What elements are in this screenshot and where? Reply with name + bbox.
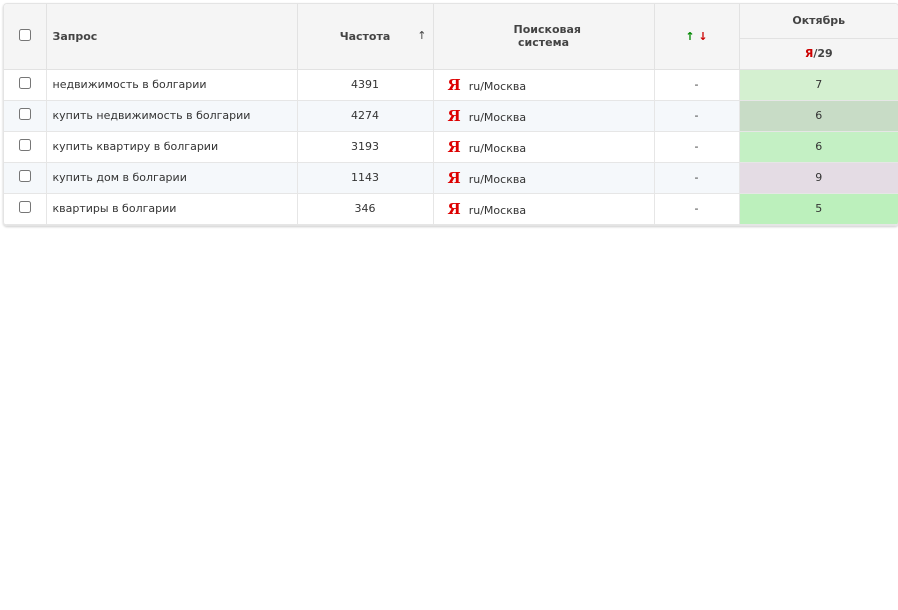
change-cell: -	[654, 162, 740, 194]
engine-logo: Я	[447, 137, 461, 156]
region: ru/Москва	[468, 141, 527, 155]
frequency-cell: 4391	[297, 69, 434, 101]
checkbox-cell	[4, 162, 47, 194]
select-all-cell	[4, 4, 47, 70]
row-checkbox[interactable]	[18, 139, 31, 151]
engine-logo: Я	[447, 168, 461, 187]
change-header[interactable]: ↑ ↓	[654, 4, 740, 70]
position-cell: 7	[739, 69, 898, 101]
query-cell: купить дом в болгарии	[46, 162, 298, 194]
frequency-header[interactable]: Частота ↑	[297, 4, 434, 70]
checkbox-cell	[4, 100, 47, 132]
query-cell: недвижимость в болгарии	[46, 69, 298, 101]
position-cell: 6	[739, 100, 898, 132]
row-checkbox[interactable]	[18, 201, 31, 213]
checkbox-cell	[4, 193, 47, 225]
engine-logo: Я	[447, 106, 461, 125]
query-cell: купить недвижимость в болгарии	[46, 100, 298, 132]
query-cell: квартиры в болгарии	[46, 193, 298, 225]
frequency-cell: 346	[297, 193, 434, 225]
change-cell: -	[654, 193, 740, 225]
query-header[interactable]: Запрос	[46, 4, 298, 70]
frequency-cell: 1143	[297, 162, 434, 194]
arrow-down: ↓	[698, 29, 708, 43]
day: /29	[813, 47, 833, 60]
sort-arrow[interactable]: ↑	[417, 29, 427, 42]
checkbox-cell	[4, 69, 47, 101]
date-header: Я/29	[739, 38, 898, 70]
region: ru/Москва	[468, 79, 527, 93]
position-cell: 6	[739, 131, 898, 163]
engine-header: Поисковая система	[433, 4, 655, 70]
engine-logo: Я	[447, 75, 461, 94]
change-cell: -	[654, 100, 740, 132]
arrow-up: ↑	[685, 29, 695, 43]
select-all-checkbox[interactable]	[18, 28, 31, 41]
position-cell: 5	[739, 193, 898, 225]
engine-logo: Я	[447, 199, 461, 218]
row-checkbox[interactable]	[18, 170, 31, 182]
engine-logo: Я	[804, 47, 814, 60]
frequency-cell: 3193	[297, 131, 434, 163]
results-table: Запрос Частота ↑ Поисковая система ↑ ↓ О…	[3, 3, 898, 226]
month-header: Октябрь	[739, 4, 898, 39]
checkbox-cell	[4, 131, 47, 163]
region: ru/Москва	[468, 172, 527, 186]
change-cell: -	[654, 69, 740, 101]
frequency-title: Частота	[339, 29, 391, 43]
change-cell: -	[654, 131, 740, 163]
table: Запрос Частота ↑ Поисковая система ↑ ↓ О…	[4, 4, 898, 225]
region: ru/Москва	[468, 110, 527, 124]
region: ru/Москва	[468, 203, 527, 217]
row-checkbox[interactable]	[18, 108, 31, 120]
query-cell: купить квартиру в болгарии	[46, 131, 298, 163]
position-cell: 9	[739, 162, 898, 194]
frequency-cell: 4274	[297, 100, 434, 132]
row-checkbox[interactable]	[18, 77, 31, 89]
